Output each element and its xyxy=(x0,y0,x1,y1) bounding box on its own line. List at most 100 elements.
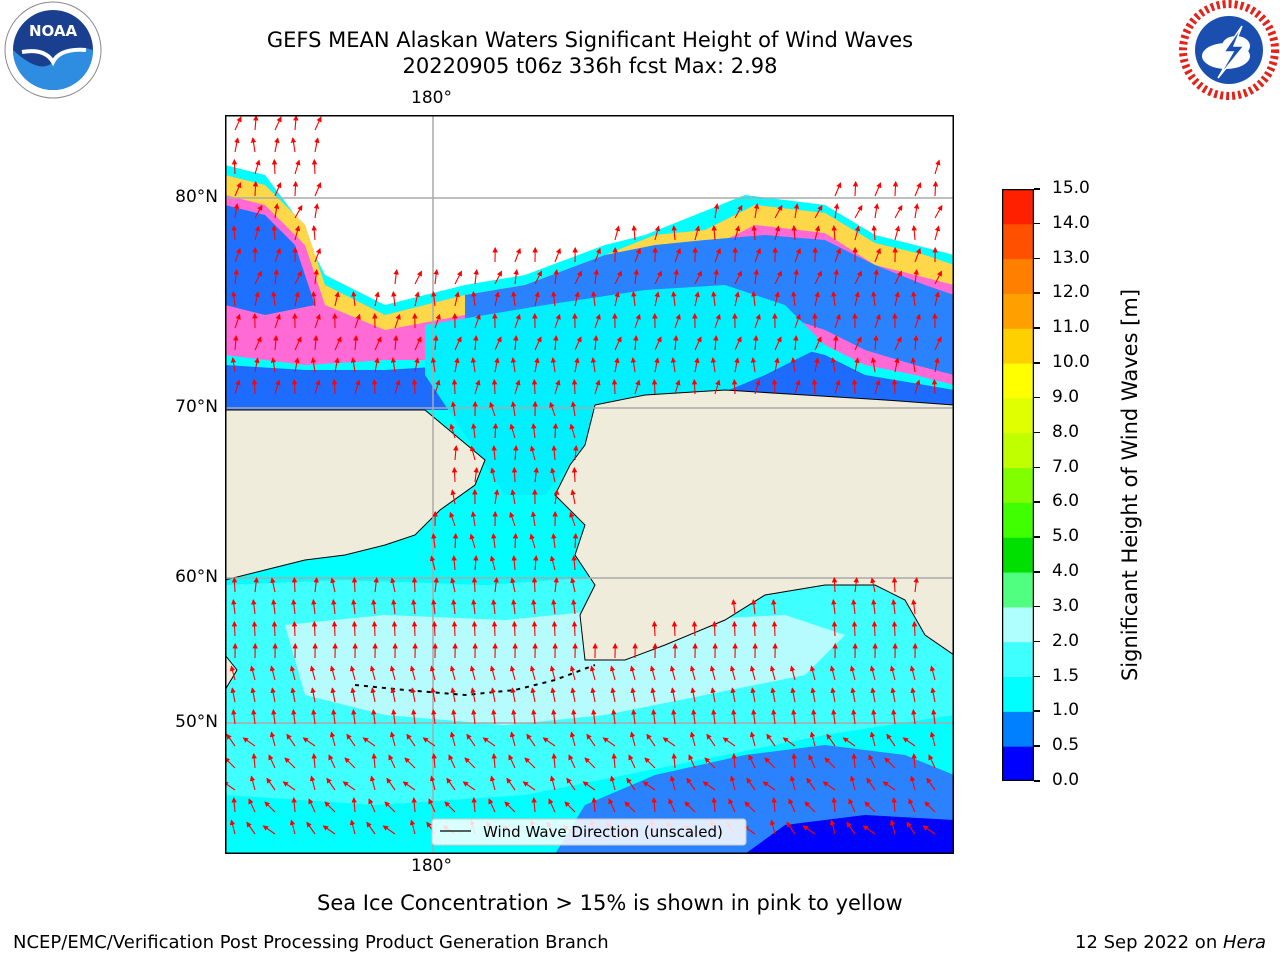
wind-wave-arrow xyxy=(494,291,500,307)
wind-wave-arrow xyxy=(331,378,338,395)
wind-wave-arrow xyxy=(266,777,276,791)
wind-wave-arrow xyxy=(574,270,582,285)
wind-wave-arrow xyxy=(771,378,778,395)
wind-wave-arrow xyxy=(473,269,479,285)
wind-wave-arrow xyxy=(522,781,536,791)
wind-wave-arrow xyxy=(911,599,917,615)
wind-wave-arrow xyxy=(350,357,357,373)
wind-wave-arrow xyxy=(913,269,919,285)
wind-wave-arrow xyxy=(851,620,858,637)
wind-wave-arrow xyxy=(894,291,900,307)
wind-wave-arrow xyxy=(389,731,396,747)
wind-wave-arrow xyxy=(369,775,376,791)
wind-wave-arrow xyxy=(374,336,382,351)
wind-wave-arrow xyxy=(929,731,936,747)
wind-wave-arrow xyxy=(531,620,538,637)
wind-wave-arrow xyxy=(351,797,357,813)
wind-wave-arrow xyxy=(714,313,721,329)
wind-wave-arrow xyxy=(434,379,441,395)
colorbar-segment xyxy=(1002,711,1034,747)
wind-wave-arrow xyxy=(449,731,456,747)
wind-wave-arrow xyxy=(751,599,757,615)
wind-wave-arrow xyxy=(274,313,281,329)
wind-wave-arrow xyxy=(913,335,919,351)
wind-wave-arrow xyxy=(464,757,476,769)
wind-wave-arrow xyxy=(626,777,636,791)
colorbar-segment xyxy=(1002,363,1034,399)
wind-wave-arrow xyxy=(874,313,881,329)
wind-wave-arrow xyxy=(294,291,300,307)
wind-wave-arrow xyxy=(691,620,698,637)
wind-wave-arrow xyxy=(902,737,916,747)
wind-wave-arrow xyxy=(404,757,416,769)
wind-wave-arrow xyxy=(471,291,477,307)
wind-wave-arrow xyxy=(273,203,280,219)
wind-wave-arrow xyxy=(248,798,256,813)
wind-wave-arrow xyxy=(774,357,780,373)
wind-wave-arrow xyxy=(554,379,561,395)
wind-wave-arrow xyxy=(892,180,899,197)
wind-wave-arrow xyxy=(512,532,519,549)
wind-wave-arrow xyxy=(549,401,556,417)
wind-wave-arrow xyxy=(914,379,921,395)
wind-wave-arrow xyxy=(552,422,559,439)
wind-wave-arrow xyxy=(930,687,936,703)
footer-host: Hera xyxy=(1222,932,1266,953)
colorbar-segment xyxy=(1002,502,1034,538)
wind-wave-arrow xyxy=(449,665,456,681)
wind-wave-arrow xyxy=(934,225,941,241)
wind-wave-arrow xyxy=(294,159,301,175)
wind-wave-arrow xyxy=(534,270,542,285)
aleutian-islands xyxy=(354,664,596,697)
wind-wave-arrow xyxy=(553,489,560,505)
wind-wave-arrow xyxy=(491,378,498,395)
map-frame xyxy=(225,115,954,854)
wind-wave-arrow xyxy=(751,225,757,241)
colorbar-tick-label: 0.5 xyxy=(1052,735,1080,756)
wind-wave-arrow xyxy=(694,336,702,351)
wind-wave-arrow xyxy=(771,620,778,637)
wind-wave-arrow xyxy=(234,247,242,263)
wind-wave-arrow xyxy=(789,775,796,791)
wind-wave-arrow xyxy=(311,158,318,175)
wind-wave-arrow xyxy=(529,665,536,681)
wind-wave-arrow xyxy=(430,687,436,703)
wind-wave-arrow xyxy=(469,665,476,681)
colorbar-tick-mark xyxy=(1034,466,1040,469)
wind-wave-arrow xyxy=(809,731,816,747)
wind-wave-arrow xyxy=(391,599,397,615)
wind-wave-arrow xyxy=(474,379,481,395)
wind-wave-arrow xyxy=(589,665,596,681)
wind-wave-arrow xyxy=(874,247,882,263)
wind-wave-arrow xyxy=(433,269,439,285)
wind-wave-arrow xyxy=(854,291,860,307)
wind-wave-arrow xyxy=(594,313,601,329)
wind-wave-arrow xyxy=(568,754,576,769)
wind-wave-arrow xyxy=(369,665,376,681)
wind-wave-arrow xyxy=(553,269,559,285)
wind-wave-arrow xyxy=(473,555,479,571)
wind-wave-arrow xyxy=(753,269,759,285)
wind-wave-arrow xyxy=(314,137,320,153)
wind-wave-arrow xyxy=(466,733,476,747)
wind-wave-arrow xyxy=(394,313,401,329)
wind-wave-arrow xyxy=(911,291,917,307)
wind-wave-arrow xyxy=(291,797,297,813)
wind-wave-arrow xyxy=(586,733,596,747)
wind-wave-arrow xyxy=(470,687,476,703)
wind-wave-arrow xyxy=(351,620,358,637)
wind-wave-arrow xyxy=(831,576,838,593)
wind-wave-arrow xyxy=(549,665,556,681)
wind-wave-arrow xyxy=(551,445,557,461)
wind-wave-arrow xyxy=(371,599,377,615)
wind-wave-arrow xyxy=(852,180,859,197)
wind-wave-arrow xyxy=(353,335,359,351)
wind-wave-arrow xyxy=(608,798,616,813)
wind-wave-arrow xyxy=(711,225,717,241)
wind-wave-arrow xyxy=(808,754,816,769)
wind-wave-arrow xyxy=(451,555,457,571)
colorbar-tick-label: 9.0 xyxy=(1052,386,1080,407)
wind-wave-arrow xyxy=(594,379,601,395)
wind-wave-arrow xyxy=(754,379,761,395)
wind-wave-arrow xyxy=(574,336,582,351)
